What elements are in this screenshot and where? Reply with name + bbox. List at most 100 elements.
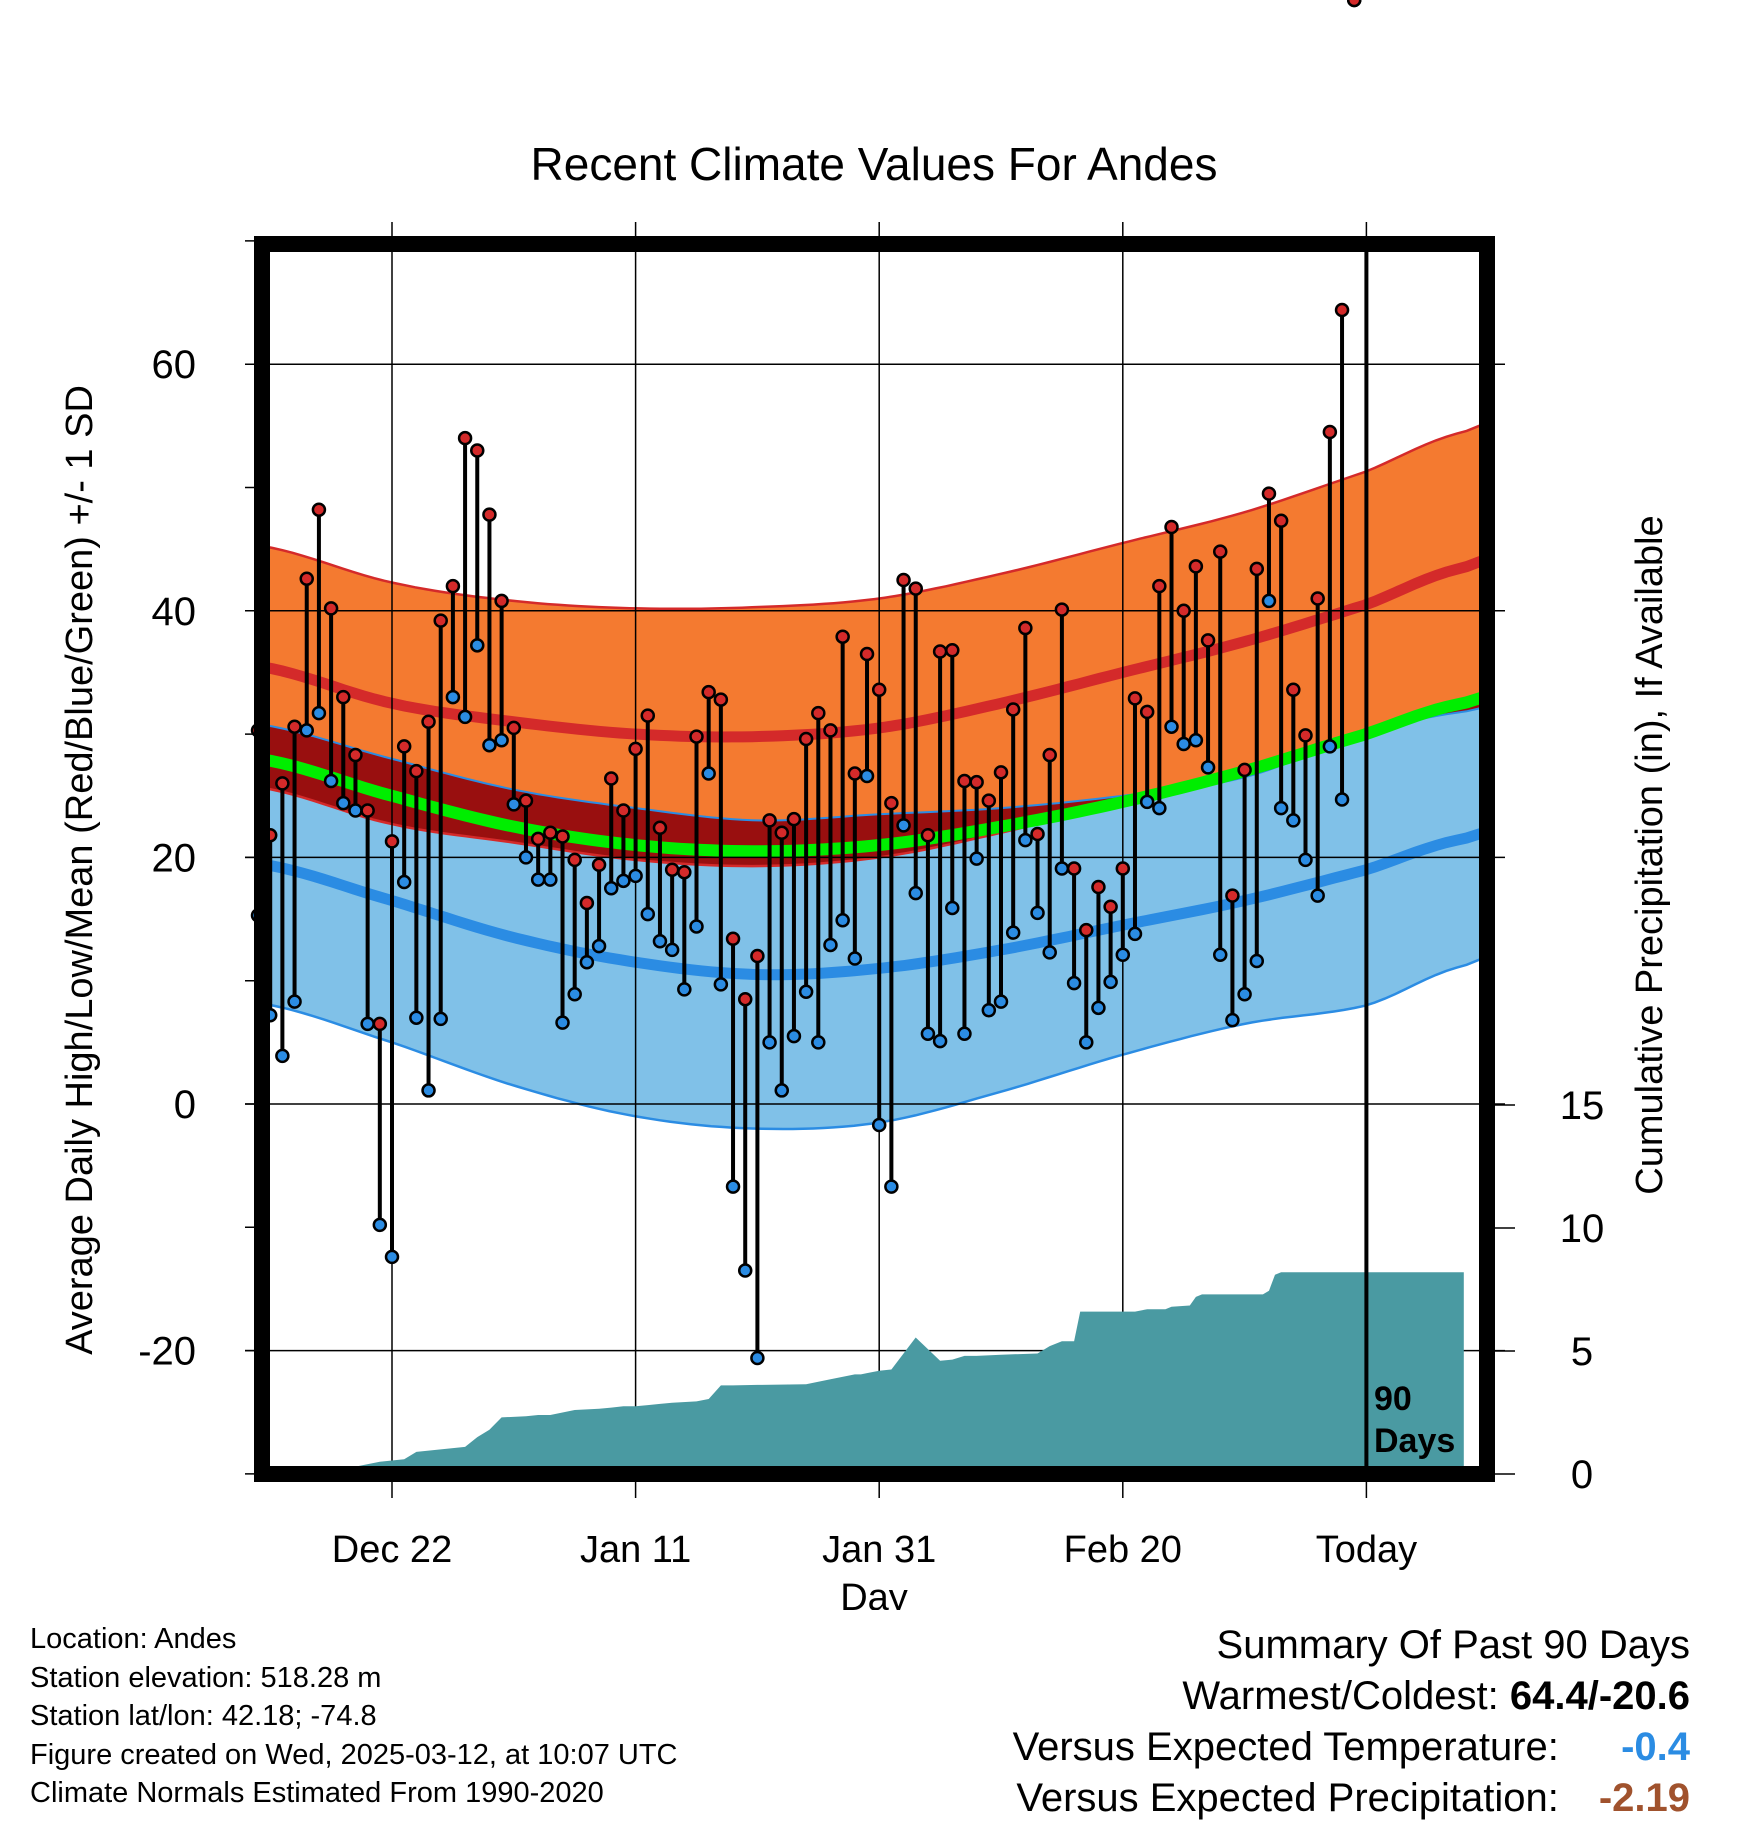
low-marker xyxy=(1139,794,1155,810)
high-marker xyxy=(372,1016,388,1032)
high-marker xyxy=(1237,762,1252,778)
low-marker xyxy=(616,873,631,889)
low-marker xyxy=(1164,719,1179,734)
low-marker xyxy=(981,1003,997,1018)
axis-ticks: Dec 22 Jan 11 Jan 31 Feb 20 Today -20 0 20 40 60 0… xyxy=(138,240,1604,1571)
high-marker xyxy=(275,776,290,791)
summary-precip: Versus Expected Precipitation: -2.19 xyxy=(1013,1773,1690,1824)
high-marker xyxy=(506,720,522,736)
high-marker xyxy=(287,719,302,734)
low-marker xyxy=(725,1179,741,1194)
low-marker xyxy=(1115,947,1131,963)
low-marker xyxy=(1273,800,1289,816)
low-marker xyxy=(1176,736,1191,752)
high-marker xyxy=(798,731,814,747)
high-marker xyxy=(482,507,497,522)
high-marker xyxy=(1176,603,1191,619)
high-marker xyxy=(1188,559,1204,574)
low-marker xyxy=(957,1026,972,1041)
high-marker xyxy=(348,747,363,763)
high-marker xyxy=(811,705,826,721)
high-marker xyxy=(1042,747,1057,763)
high-marker xyxy=(1212,544,1228,559)
high-marker xyxy=(701,684,716,700)
low-marker xyxy=(336,795,351,811)
high-marker xyxy=(1066,861,1082,876)
low-marker xyxy=(287,994,302,1009)
x-tick-label: Today xyxy=(1316,1529,1417,1571)
latlon-text: Station lat/lon: 42.18; -74.8 xyxy=(30,1700,377,1732)
high-marker xyxy=(603,771,619,786)
high-marker xyxy=(920,827,936,843)
low-marker xyxy=(457,709,473,725)
low-marker xyxy=(275,1048,290,1064)
y-tick-label: -20 xyxy=(138,1330,196,1374)
low-normal-line xyxy=(261,826,1489,981)
low-marker xyxy=(1249,953,1265,969)
high-marker xyxy=(774,825,790,840)
high-marker xyxy=(494,593,509,609)
low-marker xyxy=(530,872,546,887)
low-marker xyxy=(823,937,838,953)
low-marker xyxy=(1212,947,1228,963)
high-marker xyxy=(835,629,850,644)
low-marker xyxy=(896,818,911,833)
low-marker xyxy=(750,1350,765,1366)
high-marker xyxy=(908,581,923,596)
high-marker xyxy=(981,793,997,808)
high-marker xyxy=(518,793,534,808)
x-tick-label: Dec 22 xyxy=(332,1529,452,1571)
high-marker xyxy=(530,831,546,847)
low-marker xyxy=(652,933,668,949)
low-marker xyxy=(1261,593,1277,609)
high-marker xyxy=(884,795,899,811)
low-marker xyxy=(323,773,339,789)
low-marker xyxy=(847,951,863,966)
high-marker xyxy=(945,643,960,658)
x-tick-label: Feb 20 xyxy=(1064,1529,1182,1571)
high-marker xyxy=(677,864,692,880)
low-marker xyxy=(1054,861,1070,876)
low-marker xyxy=(409,1010,424,1025)
low-marker xyxy=(811,1035,826,1050)
low-marker xyxy=(1030,905,1045,921)
low-marker xyxy=(1103,974,1118,990)
low-marker xyxy=(1188,733,1204,748)
high-marker xyxy=(737,991,753,1007)
low-marker xyxy=(1322,739,1338,754)
y2-tick-label: 0 xyxy=(1571,1453,1593,1497)
high-marker xyxy=(1091,879,1106,895)
today-label-line1: 90 xyxy=(1374,1380,1412,1418)
high-marker xyxy=(725,931,741,947)
low-marker xyxy=(628,868,643,884)
y2-tick-label: 5 xyxy=(1571,1330,1593,1374)
low-marker xyxy=(445,689,461,705)
low-marker xyxy=(311,705,327,721)
high-marker xyxy=(652,820,668,836)
y-axis-label: Average Daily High/Low/Mean (Red/Blue/Gr… xyxy=(59,385,101,1355)
high-marker xyxy=(433,613,448,628)
x-axis-label: Day xyxy=(840,1577,908,1610)
low-marker xyxy=(1152,800,1167,816)
low-marker xyxy=(1225,1012,1240,1028)
high-marker xyxy=(1115,861,1131,876)
low-marker xyxy=(932,1033,948,1049)
low-marker xyxy=(871,1117,887,1133)
low-marker xyxy=(762,1035,777,1050)
high-marker xyxy=(932,644,948,659)
low-marker xyxy=(664,942,680,958)
high-marker xyxy=(1261,486,1277,501)
high-marker xyxy=(750,948,765,964)
low-marker xyxy=(798,984,814,1000)
low-marker xyxy=(555,1015,570,1030)
high-marker xyxy=(384,834,400,849)
high-marker xyxy=(1286,682,1301,697)
elevation-text: Station elevation: 518.28 m xyxy=(30,1661,382,1694)
warm-cold-value: 64.4/-20.6 xyxy=(1509,1674,1690,1718)
high-marker xyxy=(689,729,704,744)
plot-border xyxy=(254,236,1495,1482)
precip-label: Versus Expected Precipitation: xyxy=(1016,1776,1559,1820)
low-marker xyxy=(482,737,497,753)
high-marker xyxy=(1054,602,1070,617)
high-marker xyxy=(628,741,643,757)
